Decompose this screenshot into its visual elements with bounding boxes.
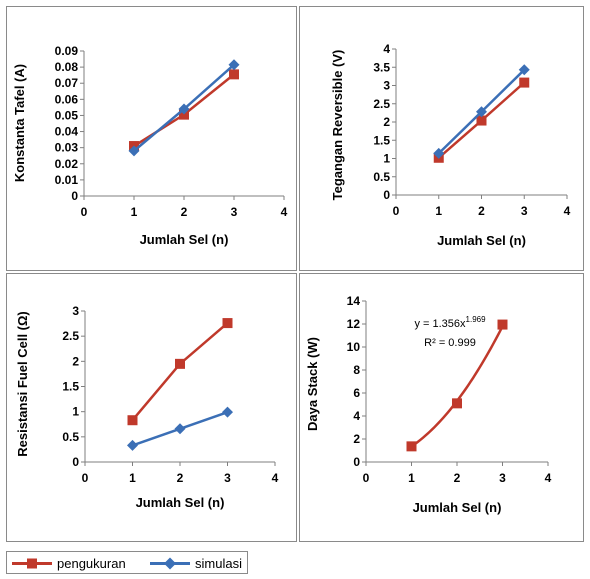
y-tick-label: 0.09 [55,44,79,58]
data-point-pengukuran [497,319,508,330]
data-point-simulasi [222,406,233,418]
x-tick-label: 4 [272,471,279,485]
data-point-pengukuran [519,77,530,88]
data-point-simulasi [228,59,240,71]
y-tick-label: 0.02 [55,157,79,171]
legend-label-simulasi: simulasi [195,556,242,571]
chart-tegangan-reversible: 0 0.5 1 1.5 2 2.5 3 3.5 4 0 1 2 3 4 Jumlah Sel (n) Tega… [299,6,584,271]
y-tick-label: 1 [383,152,390,166]
legend-svg: pengukuran simulasi [12,556,242,571]
y-tick-label: 1.5 [62,380,79,394]
y-tick-label: 0.5 [373,170,390,184]
y-tick-label: 0.06 [55,92,79,106]
y-tick-label: 12 [347,317,361,331]
y-tick-label: 2.5 [373,97,390,111]
x-tick-label: 3 [224,471,231,485]
y-axis-title: Resistansi Fuel Cell (Ω) [15,311,30,457]
y-tick-label: 1 [72,405,79,419]
trendline-r-squared: R² = 0.999 [424,337,476,349]
x-tick-label: 0 [363,471,370,485]
legend: pengukuran simulasi [6,551,248,574]
y-tick-label: 0 [383,188,390,202]
x-tick-label: 1 [435,204,442,218]
y-tick-label: 0.05 [55,108,79,122]
x-axis-title: Jumlah Sel (n) [413,500,502,515]
x-tick-label: 0 [393,204,400,218]
data-point-pengukuran [127,415,138,426]
x-tick-label: 3 [521,204,528,218]
x-axis-title: Jumlah Sel (n) [136,495,225,510]
data-point-simulasi [476,106,487,118]
y-tick-label: 0 [72,455,79,469]
x-tick-label: 1 [129,471,136,485]
x-tick-label: 1 [408,471,415,485]
y-tick-label: 4 [383,42,390,56]
legend-marker-square [27,558,37,569]
data-point-simulasi [174,423,186,435]
x-tick-label: 3 [231,205,238,219]
chart-svg: 0 0.5 1 1.5 2 2.5 3 3.5 4 0 1 2 3 4 Jumlah Sel (n) Tega… [330,42,571,248]
x-tick-label: 2 [181,205,188,219]
chart-resistansi-fuel-cell: 0 0.5 1 1.5 2 2.5 3 0 1 2 3 4 Jumlah Sel (n) Resistan… [6,273,297,542]
y-axis-title: Daya Stack (W) [305,337,320,431]
legend-label-pengukuran: pengukuran [57,556,126,571]
data-point-pengukuran [175,358,185,369]
trendline-equation: y = 1.356x1.969 [414,315,486,330]
y-tick-label: 0.08 [55,60,79,74]
data-point-simulasi [433,147,445,159]
y-tick-label: 0.5 [62,430,79,444]
chart-svg: 0 0.01 0.02 0.03 0.04 0.05 0.06 0.07 0.08 0.09 0 1 2… [12,44,288,247]
y-tick-label: 8 [353,363,360,377]
chart-daya-stack: 0 2 4 6 8 10 12 14 0 1 2 3 4 Jumlah Sel (n) Daya Stack… [299,273,584,542]
y-tick-label: 10 [347,340,361,354]
data-point-pengukuran [406,441,417,452]
x-tick-label: 0 [82,471,89,485]
y-tick-label: 0.01 [55,173,79,187]
y-tick-label: 2 [353,432,360,446]
data-point-simulasi [518,64,530,76]
x-tick-label: 2 [177,471,184,485]
y-axis-title: Konstanta Tafel (A) [12,64,27,182]
x-tick-label: 3 [499,471,506,485]
x-tick-label: 2 [454,471,461,485]
y-tick-label: 0 [71,189,78,203]
data-point-pengukuran [452,398,462,409]
x-tick-label: 1 [131,205,138,219]
y-tick-label: 0 [353,455,360,469]
series-line-pengukuran [131,322,229,422]
x-tick-label: 4 [281,205,288,219]
chart-svg: 0 0.5 1 1.5 2 2.5 3 0 1 2 3 4 Jumlah Sel (n) Resistan… [15,304,279,510]
y-tick-label: 0.07 [55,76,79,90]
data-point-simulasi [127,439,138,451]
y-tick-label: 2 [383,115,390,129]
y-tick-label: 3 [72,304,79,318]
y-tick-label: 0.03 [55,141,79,155]
chart-konstanta-tafel: 0 0.01 0.02 0.03 0.04 0.05 0.06 0.07 0.08 0.09 0 1 2… [6,6,297,271]
y-tick-label: 2.5 [62,329,79,343]
x-axis-title: Jumlah Sel (n) [140,232,229,247]
data-point-simulasi [178,103,190,115]
y-tick-label: 2 [72,354,79,368]
x-axis-title: Jumlah Sel (n) [437,233,526,248]
legend-marker-diamond [164,557,176,570]
x-tick-label: 4 [545,471,552,485]
y-axis-title: Tegangan Reversible (V) [330,50,345,201]
y-tick-label: 14 [347,294,361,308]
y-tick-label: 1.5 [373,133,390,147]
y-tick-label: 4 [353,409,360,423]
y-tick-label: 3 [383,79,390,93]
y-tick-label: 0.04 [55,125,79,139]
y-tick-label: 6 [353,386,360,400]
x-tick-label: 0 [81,205,88,219]
data-point-pengukuran [229,69,239,80]
data-point-pengukuran [222,318,233,329]
y-tick-label: 3.5 [373,60,390,74]
data-point-pengukuran [476,115,487,126]
x-tick-label: 4 [564,204,571,218]
data-point-pengukuran [179,109,189,120]
data-point-simulasi [128,145,140,157]
x-tick-label: 2 [478,204,485,218]
